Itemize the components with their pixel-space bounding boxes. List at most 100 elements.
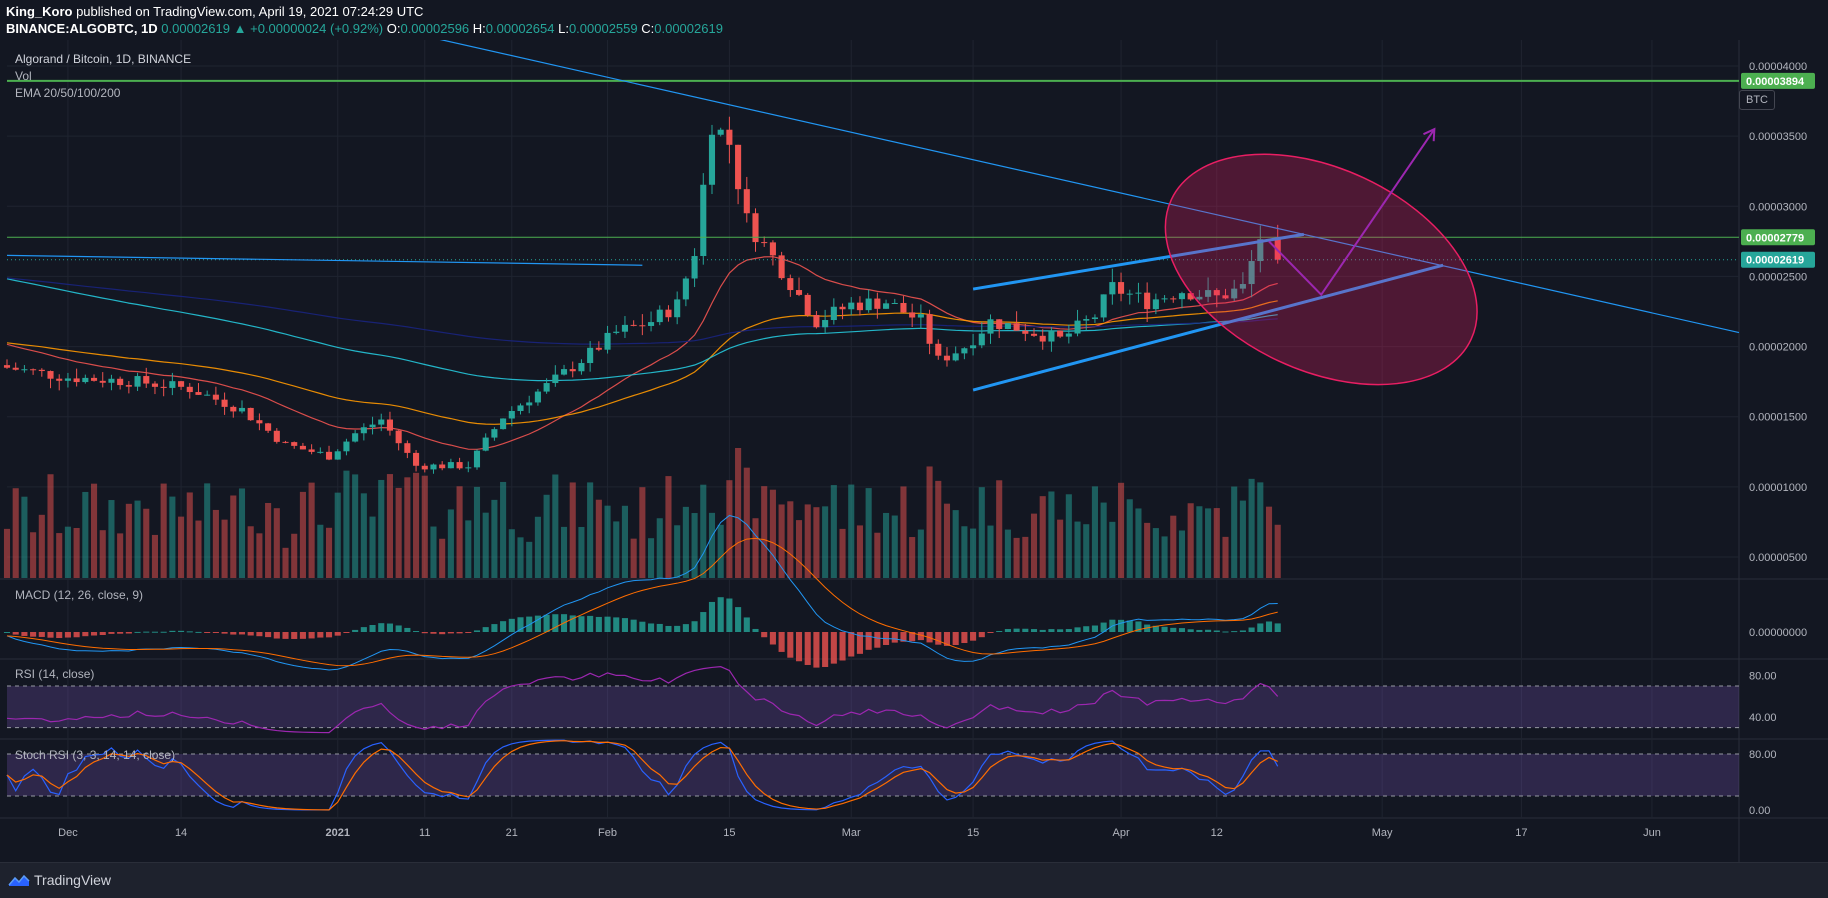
macd-histogram-bar bbox=[1222, 631, 1229, 633]
macd-histogram-bar bbox=[1022, 628, 1029, 632]
brand-name[interactable]: TradingView bbox=[34, 872, 112, 888]
volume-bar bbox=[526, 541, 533, 578]
volume-bar bbox=[700, 484, 707, 578]
candle-body bbox=[38, 369, 45, 372]
macd-histogram-bar bbox=[1213, 630, 1220, 632]
volume-bar bbox=[569, 482, 576, 578]
candle-body bbox=[656, 309, 663, 323]
chart-area[interactable]: 0.00004000 0.00003500 0.00003000 0.00002500… bbox=[0, 27, 1828, 862]
candle-body bbox=[978, 333, 985, 346]
candle-body bbox=[3, 365, 11, 368]
candle-body bbox=[630, 324, 637, 326]
volume-bar bbox=[99, 530, 106, 578]
candle-body bbox=[378, 419, 385, 425]
macd-histogram-bar bbox=[552, 614, 559, 632]
macd-histogram-bar bbox=[413, 631, 420, 633]
volume-bar bbox=[212, 509, 219, 578]
candle-body bbox=[1065, 333, 1072, 337]
volume-bar bbox=[334, 492, 341, 578]
time-axis-label: May bbox=[1372, 827, 1393, 839]
volume-bar bbox=[56, 533, 63, 578]
macd-histogram-bar bbox=[639, 621, 646, 632]
macd-histogram-bar bbox=[1187, 629, 1194, 632]
candle-body bbox=[421, 465, 428, 470]
candle-body bbox=[752, 213, 759, 243]
currency-button[interactable]: BTC bbox=[1739, 90, 1775, 110]
candle-body bbox=[665, 309, 672, 318]
macd-histogram-bar bbox=[308, 632, 315, 639]
macd-histogram-bar bbox=[1030, 629, 1038, 632]
chart-svg[interactable]: 0.00004000 0.00003500 0.00003000 0.00002500… bbox=[0, 27, 1828, 862]
time-axis-label: Dec bbox=[58, 827, 78, 839]
volume-bar bbox=[421, 475, 428, 578]
candle-body bbox=[273, 430, 280, 442]
volume-bar bbox=[1196, 506, 1203, 578]
volume-bar bbox=[726, 480, 733, 578]
candle-body bbox=[787, 278, 794, 291]
macd-histogram-bar bbox=[822, 632, 829, 668]
macd-histogram-bar bbox=[378, 623, 385, 632]
macd-histogram-bar bbox=[1248, 627, 1255, 632]
candle-body bbox=[726, 129, 733, 145]
volume-bar bbox=[1161, 536, 1168, 578]
macd-histogram-bar bbox=[73, 632, 80, 638]
macd-histogram-bar bbox=[700, 612, 707, 632]
author-name[interactable]: King_Koro bbox=[6, 4, 73, 19]
macd-histogram-bar bbox=[787, 632, 794, 658]
candle-body bbox=[395, 430, 402, 444]
volume-bar bbox=[282, 547, 289, 578]
macd-histogram-bar bbox=[752, 628, 759, 632]
volume-bar bbox=[1135, 508, 1142, 578]
volume-bar bbox=[491, 499, 498, 578]
volume-bar bbox=[552, 474, 559, 578]
macd-histogram-bar bbox=[1239, 630, 1246, 632]
macd-histogram-bar bbox=[813, 632, 820, 668]
rsi-axis-label: 80.00 bbox=[1749, 671, 1777, 683]
candle-body bbox=[917, 314, 924, 318]
candle-body bbox=[465, 467, 472, 469]
volume-bar bbox=[47, 474, 54, 578]
price-label-text: 0.00003894 bbox=[1746, 76, 1805, 88]
volume-bar bbox=[90, 483, 98, 578]
volume-bar bbox=[386, 474, 394, 578]
macd-histogram-bar bbox=[717, 597, 724, 632]
candle-body bbox=[151, 383, 159, 387]
candle-body bbox=[1144, 292, 1151, 310]
volume-bar bbox=[273, 508, 280, 578]
macd-histogram-bar bbox=[874, 632, 881, 648]
macd-histogram-bar bbox=[621, 618, 628, 632]
candle-body bbox=[99, 380, 106, 383]
candle-body bbox=[282, 441, 289, 443]
macd-histogram-bar bbox=[1013, 628, 1020, 632]
macd-histogram-bar bbox=[256, 632, 263, 637]
volume-bar bbox=[630, 538, 637, 578]
candle-body bbox=[604, 332, 611, 350]
macd-histogram-bar bbox=[360, 627, 367, 632]
volume-bar bbox=[447, 509, 454, 578]
trendline bbox=[972, 263, 1444, 392]
rsi-axis-label: 40.00 bbox=[1749, 712, 1777, 724]
macd-histogram-bar bbox=[996, 630, 1003, 632]
volume-bar bbox=[308, 482, 315, 578]
macd-histogram-bar bbox=[482, 627, 489, 632]
volume-bar bbox=[543, 494, 550, 578]
volume-bar bbox=[64, 526, 71, 578]
macd-histogram-bar bbox=[134, 631, 141, 633]
candle-body bbox=[491, 429, 498, 438]
volume-bar bbox=[325, 527, 333, 578]
trendline bbox=[389, 27, 1740, 334]
macd-signal-line bbox=[6, 537, 1278, 667]
macd-histogram-bar bbox=[473, 630, 481, 632]
time-axis-label: 15 bbox=[723, 827, 735, 839]
volume-bar bbox=[186, 492, 193, 578]
candle-body bbox=[1004, 323, 1011, 329]
candle-body bbox=[21, 369, 28, 371]
macd-histogram-bar bbox=[82, 632, 89, 637]
time-axis-label: 11 bbox=[419, 827, 430, 839]
candle-body bbox=[534, 391, 541, 403]
macd-histogram-bar bbox=[1161, 626, 1168, 632]
highlight-ellipse bbox=[1164, 153, 1478, 386]
macd-histogram-bar bbox=[343, 632, 350, 633]
volume-bar bbox=[874, 532, 881, 578]
candle-body bbox=[1013, 323, 1020, 331]
